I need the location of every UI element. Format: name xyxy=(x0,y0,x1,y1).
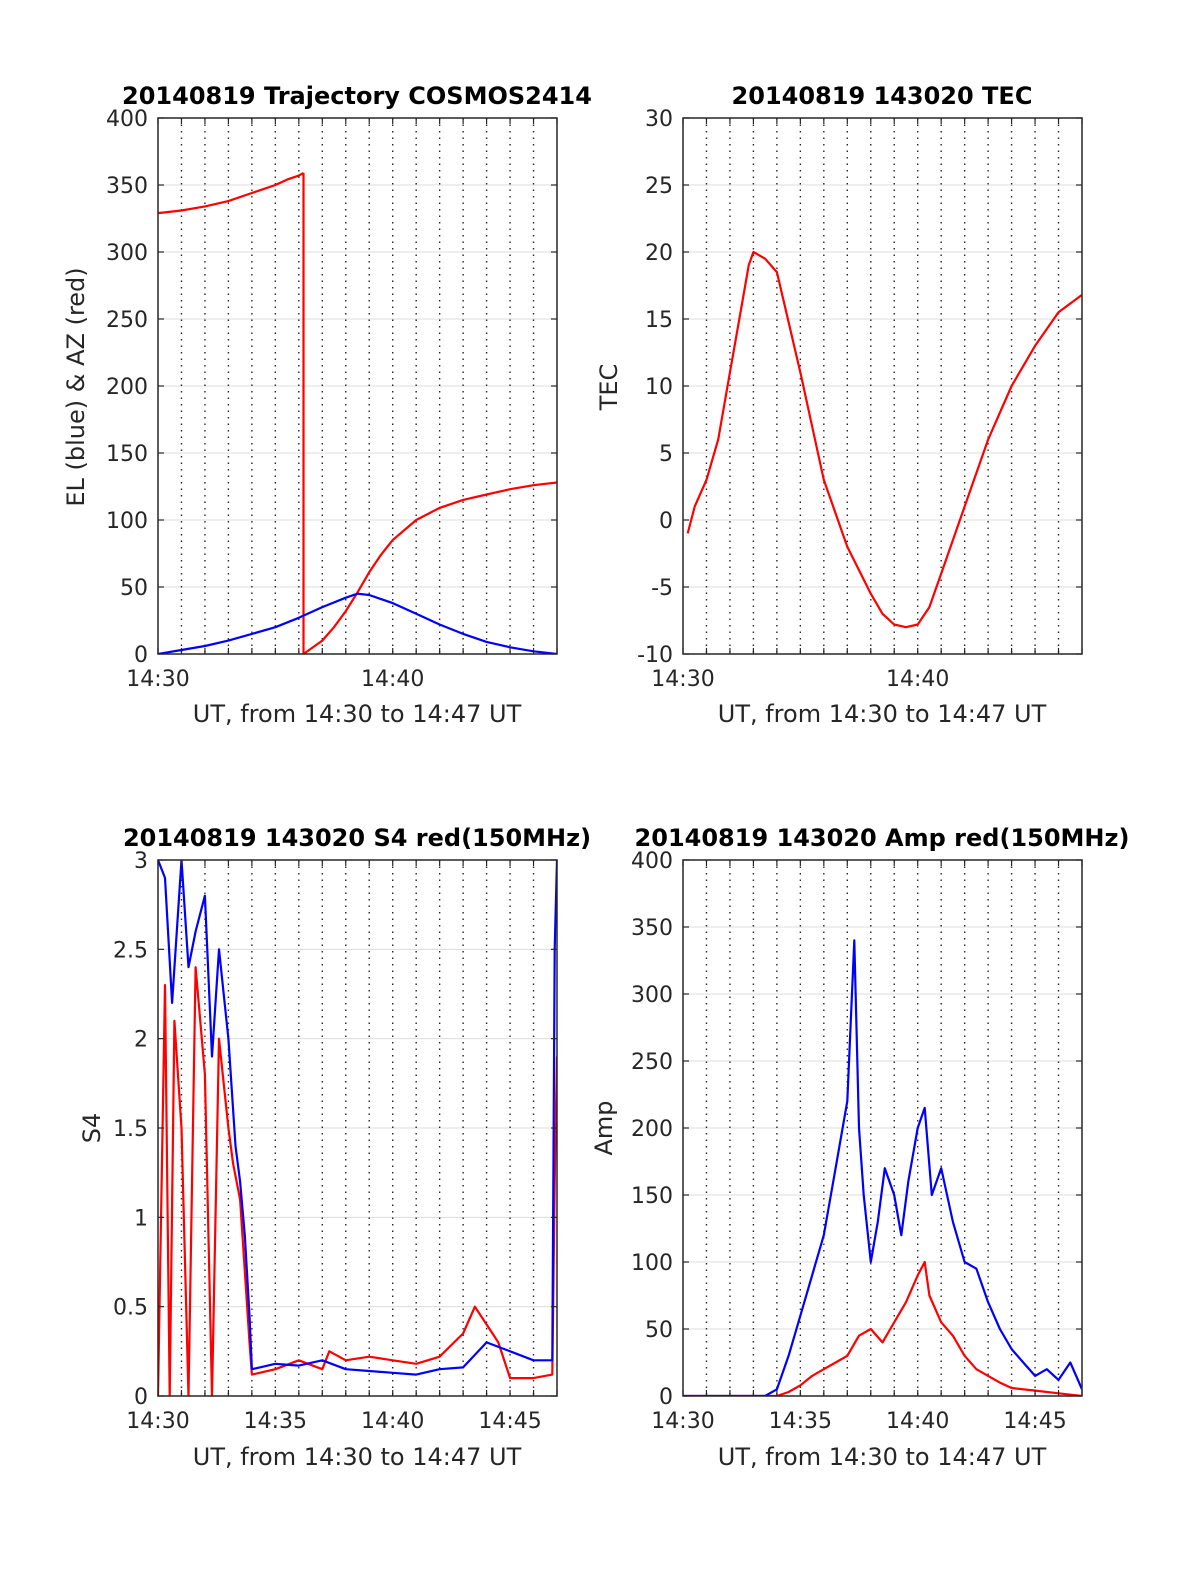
y-tick-label: 30 xyxy=(645,107,673,132)
y-tick-label: 3 xyxy=(134,849,148,874)
y-tick-label: 400 xyxy=(631,849,673,874)
y-tick-label: 0 xyxy=(659,509,673,534)
plot-area xyxy=(158,171,557,654)
x-tick-label: 14:45 xyxy=(1003,1409,1066,1434)
y-tick-label: 300 xyxy=(106,241,148,266)
y-tick-label: 2 xyxy=(134,1028,148,1053)
x-tick-label: 14:35 xyxy=(769,1409,832,1434)
y-tick-label: 15 xyxy=(645,308,673,333)
y-tick-label: 20 xyxy=(645,241,673,266)
x-axis-label: UT, from 14:30 to 14:47 UT xyxy=(718,1443,1047,1471)
y-tick-label: 5 xyxy=(659,442,673,467)
y-tick-label: 2.5 xyxy=(113,938,148,963)
y-tick-label: 400 xyxy=(106,107,148,132)
x-axis-label: UT, from 14:30 to 14:47 UT xyxy=(718,700,1047,728)
x-tick-label: 14:30 xyxy=(651,667,714,692)
y-tick-label: 250 xyxy=(106,308,148,333)
x-tick-label: 14:40 xyxy=(361,1409,424,1434)
subplot-tec: 20140819 143020 TEC UT, from 14:30 to 14… xyxy=(595,82,1083,728)
subplot-title: 20140819 143020 S4 red(150MHz) xyxy=(123,824,591,852)
y-tick-label: 200 xyxy=(631,1117,673,1142)
plot-area xyxy=(686,250,1082,629)
y-tick-label: 1 xyxy=(134,1206,148,1231)
y-tick-label: 0 xyxy=(659,1385,673,1410)
y-tick-label: 10 xyxy=(645,375,673,400)
y-tick-label: 150 xyxy=(106,442,148,467)
subplot-title: 20140819 143020 TEC xyxy=(732,82,1033,110)
x-tick-label: 14:30 xyxy=(126,1409,189,1434)
y-tick-label: 200 xyxy=(106,375,148,400)
y-tick-label: 150 xyxy=(631,1184,673,1209)
y-tick-label: 50 xyxy=(645,1318,673,1343)
series-blue-line xyxy=(158,860,557,1376)
x-axis-label: UT, from 14:30 to 14:47 UT xyxy=(193,1443,522,1471)
subplot-amp: 20140819 143020 Amp red(150MHz) UT, from… xyxy=(590,824,1129,1471)
y-tick-label: 100 xyxy=(106,509,148,534)
y-axis-label: S4 xyxy=(78,1113,106,1144)
x-axis-label: UT, from 14:30 to 14:47 UT xyxy=(193,700,522,728)
x-tick-label: 14:45 xyxy=(478,1409,541,1434)
y-tick-label: 50 xyxy=(120,576,148,601)
plot-area xyxy=(683,939,1082,1396)
y-tick-label: 100 xyxy=(631,1251,673,1276)
y-tick-label: -5 xyxy=(651,576,673,601)
x-tick-label: 14:30 xyxy=(126,667,189,692)
x-tick-label: 14:40 xyxy=(886,667,949,692)
x-tick-label: 14:30 xyxy=(651,1409,714,1434)
subplot-title: 20140819 Trajectory COSMOS2414 xyxy=(122,82,592,110)
series-AZ-line xyxy=(158,171,305,215)
y-axis-label: Amp xyxy=(590,1100,618,1155)
y-tick-label: 0 xyxy=(134,643,148,668)
subplot-trajectory: 20140819 Trajectory COSMOS2414 UT, from … xyxy=(62,82,592,728)
series-red-line xyxy=(158,966,557,1396)
y-tick-label: 1.5 xyxy=(113,1117,148,1142)
subplot-s4: 20140819 143020 S4 red(150MHz) UT, from … xyxy=(78,824,591,1471)
x-tick-label: 14:40 xyxy=(886,1409,949,1434)
y-tick-label: 250 xyxy=(631,1050,673,1075)
y-axis-label: TEC xyxy=(595,364,623,412)
series-TEC-line xyxy=(686,250,1082,629)
subplot-title: 20140819 143020 Amp red(150MHz) xyxy=(635,824,1130,852)
y-tick-label: 350 xyxy=(106,174,148,199)
y-tick-label: -10 xyxy=(637,643,673,668)
series-blue-line xyxy=(683,939,1082,1396)
y-tick-label: 350 xyxy=(631,916,673,941)
y-tick-label: 0 xyxy=(134,1385,148,1410)
series-red-line xyxy=(683,1260,1082,1396)
x-tick-label: 14:40 xyxy=(361,667,424,692)
y-axis-label: EL (blue) & AZ (red) xyxy=(62,267,90,506)
y-tick-label: 300 xyxy=(631,983,673,1008)
series-EL-line xyxy=(158,592,557,654)
y-tick-label: 0.5 xyxy=(113,1296,148,1321)
y-tick-label: 25 xyxy=(645,174,673,199)
x-tick-label: 14:35 xyxy=(244,1409,307,1434)
series-AZ-line xyxy=(302,481,557,654)
plot-area xyxy=(158,860,557,1396)
